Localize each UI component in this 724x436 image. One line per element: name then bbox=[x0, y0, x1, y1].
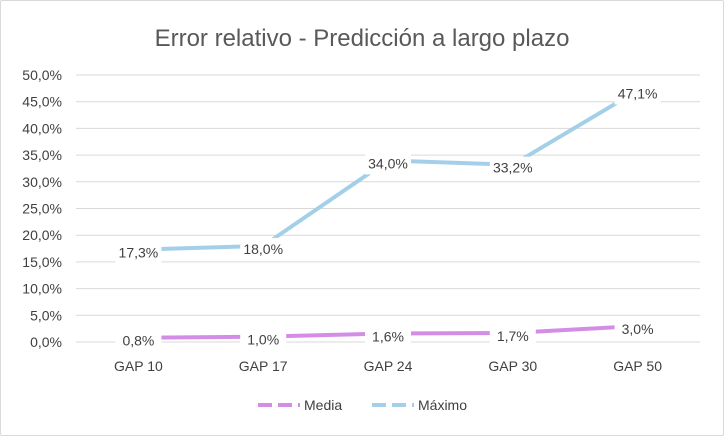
data-label-text: 1,7% bbox=[497, 328, 529, 344]
data-label: 18,0% bbox=[240, 237, 287, 260]
data-label-text: 1,6% bbox=[372, 328, 404, 344]
legend: Media Máximo bbox=[258, 397, 467, 413]
data-label-text: 33,2% bbox=[493, 160, 533, 176]
data-label-text: 34,0% bbox=[368, 155, 408, 171]
y-tick-label: 40,0% bbox=[22, 120, 62, 136]
data-label-background bbox=[240, 328, 287, 351]
y-tick-label: 15,0% bbox=[22, 254, 62, 270]
data-label-text: 0,8% bbox=[122, 333, 154, 349]
data-label-text: 17,3% bbox=[119, 245, 159, 261]
legend-item-media: Media bbox=[258, 397, 342, 413]
y-tick-label: 25,0% bbox=[22, 201, 62, 217]
y-axis: 0,0% 5,0% 10,0% 15,0% 20,0% 25,0% 30,0% 35,0% 40… bbox=[22, 67, 62, 350]
data-label: 0,8% bbox=[115, 329, 162, 352]
legend-item-maximo: Máximo bbox=[372, 397, 467, 413]
x-tick-label: GAP 24 bbox=[364, 358, 413, 374]
data-label-background bbox=[365, 325, 411, 348]
data-label-background bbox=[489, 156, 536, 179]
data-label: 33,2% bbox=[489, 156, 536, 179]
data-label-background bbox=[614, 82, 661, 105]
data-label: 17,3% bbox=[115, 241, 162, 264]
y-tick-label: 50,0% bbox=[22, 67, 62, 83]
data-label-text: 1,0% bbox=[247, 332, 279, 348]
legend-label: Media bbox=[304, 397, 342, 413]
series-lines bbox=[136, 88, 640, 340]
data-label: 34,0% bbox=[365, 152, 411, 175]
data-label-background bbox=[614, 317, 661, 340]
data-label: 1,7% bbox=[489, 324, 536, 347]
data-label-background bbox=[365, 152, 411, 175]
data-label-text: 3,0% bbox=[622, 321, 654, 337]
data-label-background bbox=[115, 241, 162, 264]
data-label: 3,0% bbox=[614, 317, 661, 340]
y-tick-label: 30,0% bbox=[22, 174, 62, 190]
data-label: 47,1% bbox=[614, 82, 661, 105]
data-label-background bbox=[115, 329, 162, 352]
x-tick-label: GAP 30 bbox=[488, 358, 537, 374]
x-tick-label: GAP 50 bbox=[613, 358, 662, 374]
y-tick-label: 35,0% bbox=[22, 147, 62, 163]
data-label: 1,0% bbox=[240, 328, 287, 351]
data-label-background bbox=[489, 324, 536, 347]
y-tick-label: 20,0% bbox=[22, 227, 62, 243]
data-label: 1,6% bbox=[365, 325, 411, 348]
x-tick-label: GAP 17 bbox=[239, 358, 288, 374]
y-tick-label: 10,0% bbox=[22, 281, 62, 297]
x-tick-label: GAP 10 bbox=[114, 358, 163, 374]
data-label-text: 18,0% bbox=[243, 241, 283, 257]
data-labels: 0,8% 1,0% 1,6% 1,7% 3,0% 17,3% 18,0% 34,0% 33,2%… bbox=[115, 82, 661, 352]
y-tick-label: 5,0% bbox=[30, 307, 62, 323]
chart-title: Error relativo - Predicción a largo plaz… bbox=[155, 25, 570, 52]
legend-label: Máximo bbox=[418, 397, 467, 413]
data-label-text: 47,1% bbox=[618, 85, 658, 101]
data-label-background bbox=[240, 237, 287, 260]
gridlines bbox=[76, 74, 700, 343]
y-tick-label: 45,0% bbox=[22, 94, 62, 110]
y-tick-label: 0,0% bbox=[30, 334, 62, 350]
x-axis: GAP 10 GAP 17 GAP 24 GAP 30 GAP 50 bbox=[114, 358, 662, 374]
